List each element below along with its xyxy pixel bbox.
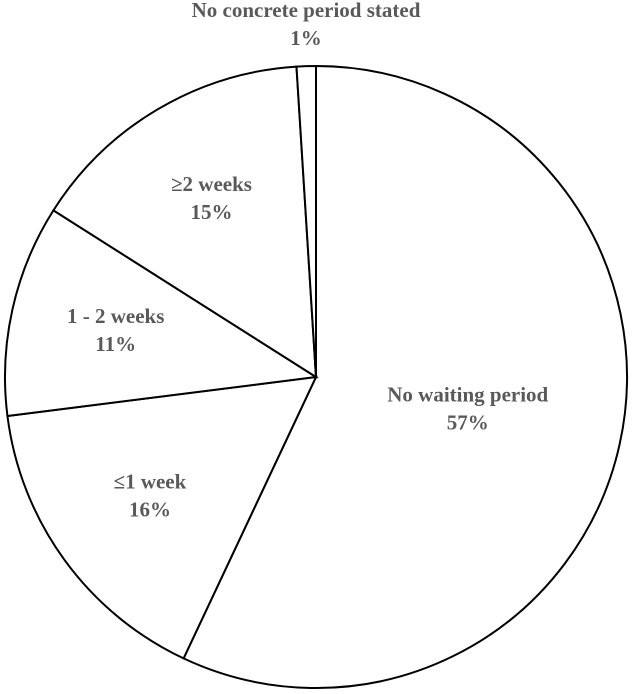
pie-slice: [295, 64, 317, 378]
pie-slice: [52, 65, 318, 379]
slice-label: ≤1 week: [114, 469, 187, 493]
slice-value-label: 1%: [290, 26, 322, 50]
slice-label: ≥2 weeks: [171, 172, 252, 196]
slice-value-label: 15%: [191, 200, 233, 224]
slice-value-label: 11%: [95, 332, 136, 356]
slice-label: No waiting period: [387, 383, 548, 407]
pie-slice: [4, 208, 319, 418]
slice-label: No concrete period stated: [192, 0, 421, 22]
slice-value-label: 16%: [129, 497, 171, 521]
slice-value-label: 57%: [447, 411, 489, 435]
slice-label: 1 - 2 weeks: [67, 304, 164, 328]
pie-slice: [182, 64, 628, 689]
pie-slice: [6, 375, 318, 660]
